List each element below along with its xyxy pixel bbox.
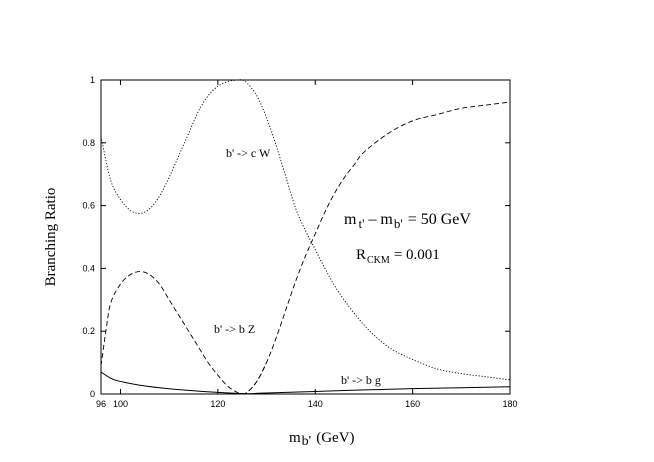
mass-diff-minus: – m bbox=[367, 211, 393, 228]
mass-diff-sub2: b' bbox=[394, 216, 403, 231]
series-line-0 bbox=[100, 79, 511, 381]
x-tick-label: 140 bbox=[308, 399, 323, 409]
mass-diff-m1: m bbox=[344, 211, 357, 228]
mass-difference-annotation: m t' – mb' = 50 GeV bbox=[344, 211, 471, 231]
y-tick-label: 0.4 bbox=[82, 263, 95, 273]
mass-diff-rest: = 50 GeV bbox=[408, 211, 472, 228]
x-tick-label: 120 bbox=[210, 399, 225, 409]
curve-label-cw: b' -> c W bbox=[226, 146, 271, 160]
series-line-3 bbox=[242, 101, 511, 395]
rckm-annotation: RCKM = 0.001 bbox=[356, 247, 440, 266]
tick-marks bbox=[101, 80, 510, 394]
x-tick-label: 100 bbox=[113, 399, 128, 409]
y-tick-label: 1 bbox=[90, 75, 95, 85]
x-axis-title-m: m bbox=[289, 430, 301, 446]
rckm-sub: CKM bbox=[367, 255, 390, 266]
x-axis-title: mb' (GeV) bbox=[289, 430, 355, 449]
x-tick-label: 180 bbox=[502, 399, 517, 409]
y-tick-label: 0.6 bbox=[82, 201, 95, 211]
x-tick-label: 96 bbox=[96, 399, 106, 409]
rckm-rest: = 0.001 bbox=[394, 247, 440, 263]
x-tick-label: 160 bbox=[405, 399, 420, 409]
series-layer bbox=[100, 79, 511, 395]
y-tick-label: 0.2 bbox=[82, 326, 95, 336]
x-axis-title-unit: (GeV) bbox=[316, 430, 354, 446]
mass-diff-sub1: t' bbox=[358, 216, 364, 231]
tick-labels: 96 100 120 140 160 180 0 0.2 0.4 0.6 0.8 1 bbox=[82, 75, 517, 409]
x-axis-title-sub: b' bbox=[302, 434, 312, 449]
rckm-r: R bbox=[356, 247, 366, 263]
y-tick-label: 0 bbox=[90, 389, 95, 399]
y-axis-title: Branching Ratio bbox=[43, 188, 59, 287]
curve-label-bz: b' -> b Z bbox=[214, 322, 255, 336]
series-line-2 bbox=[100, 371, 511, 395]
plot-frame bbox=[100, 79, 511, 395]
curve-label-bg: b' -> b g bbox=[341, 373, 381, 387]
y-tick-label: 0.8 bbox=[82, 138, 95, 148]
